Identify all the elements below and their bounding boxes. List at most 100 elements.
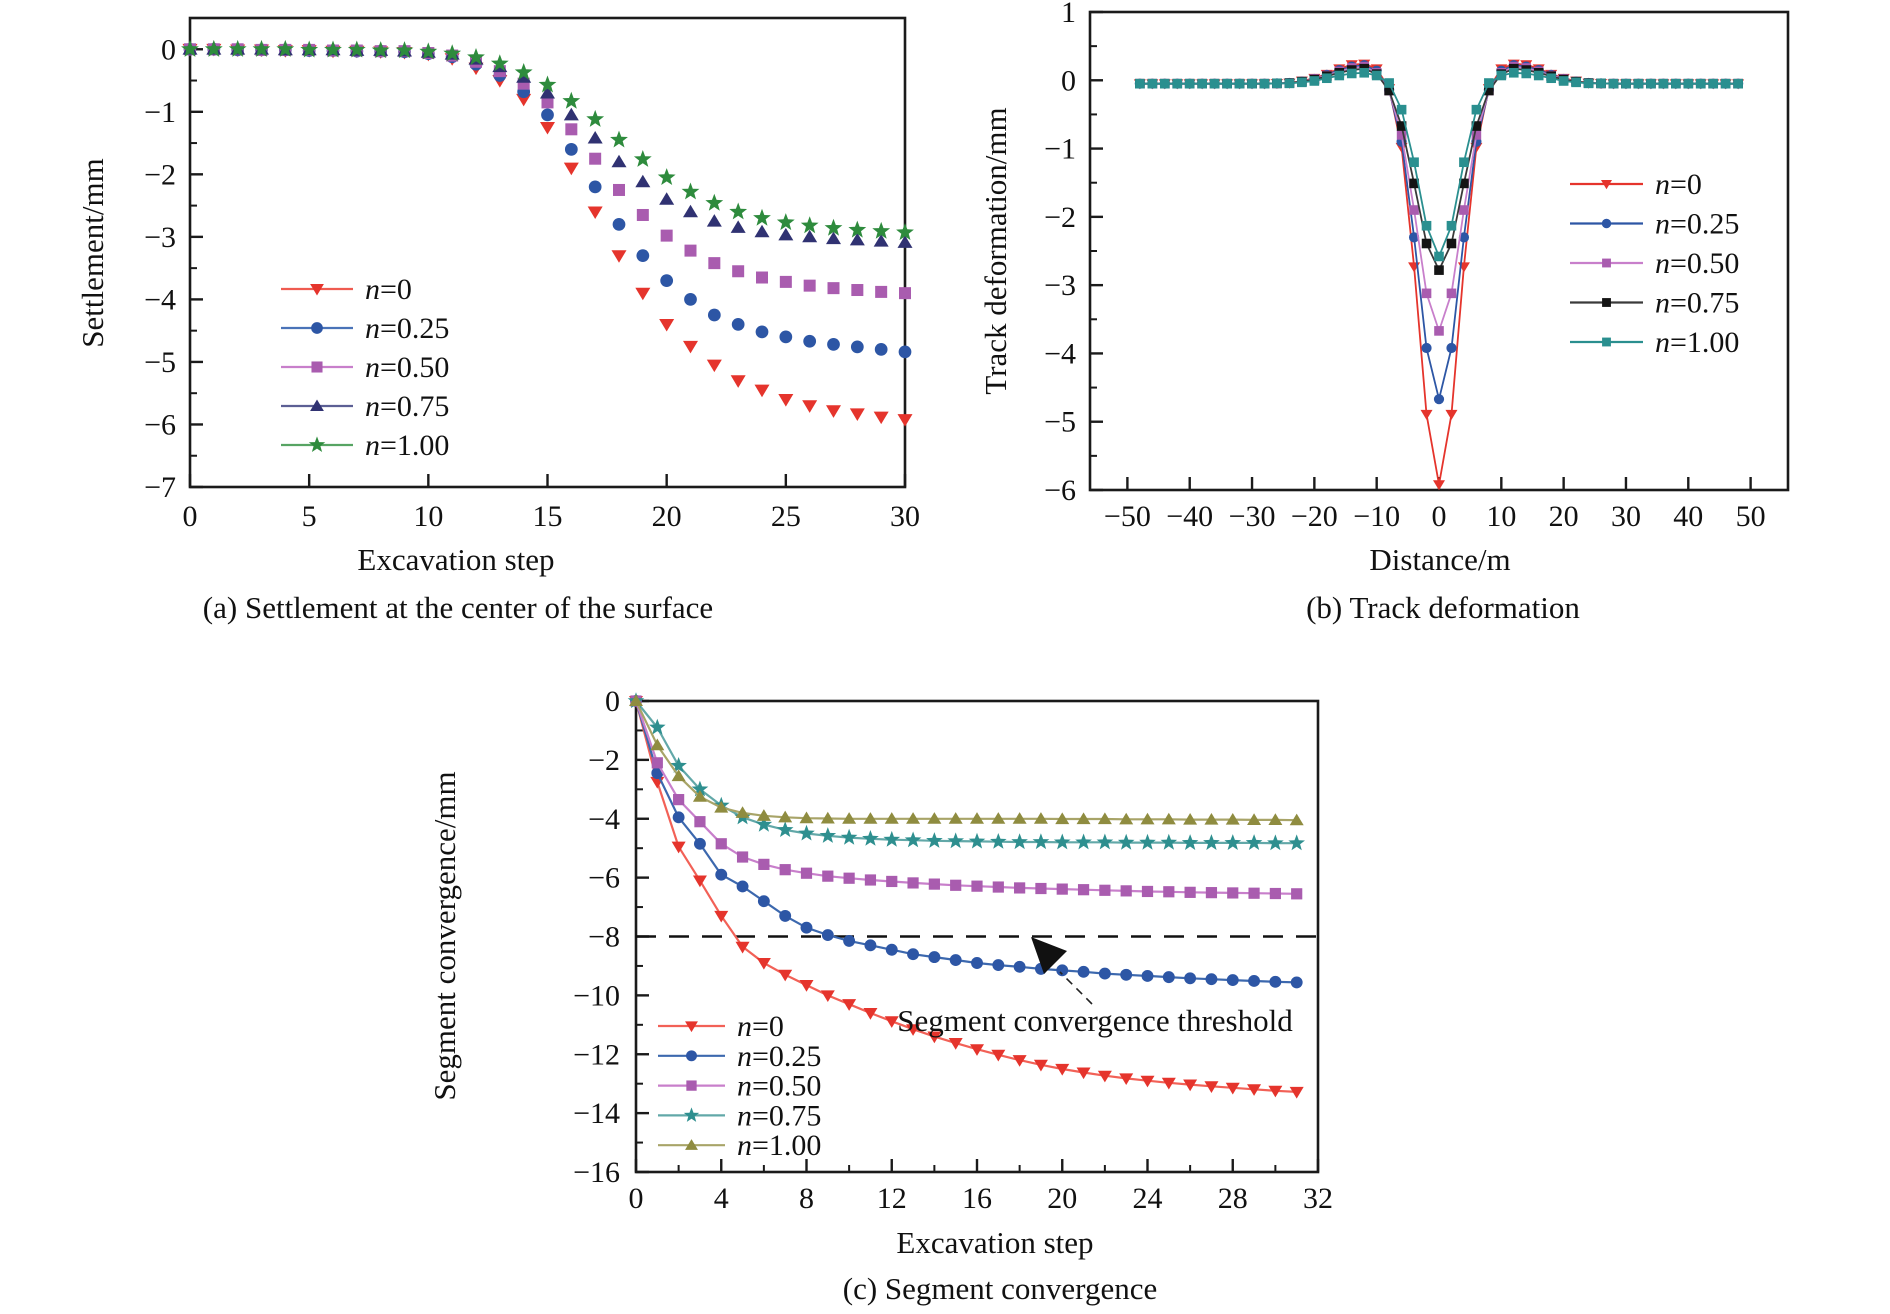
data-marker xyxy=(613,183,625,196)
data-marker xyxy=(276,39,295,57)
data-marker xyxy=(1096,833,1114,850)
chart-b-x-axis-label: Distance/m xyxy=(1369,542,1510,577)
data-marker xyxy=(883,830,901,847)
chart-c-caption: (c) Segment convergence xyxy=(843,1271,1157,1306)
legend: n=0n=0.25n=0.50n=0.75n=1.00 xyxy=(658,1010,821,1162)
data-marker xyxy=(1459,157,1469,168)
x-tick-label: −40 xyxy=(1166,500,1213,533)
y-tick-label: −2 xyxy=(588,744,620,777)
y-tick-label: −6 xyxy=(144,408,176,441)
data-marker xyxy=(992,881,1004,893)
data-marker xyxy=(347,40,366,58)
data-marker xyxy=(927,1031,942,1044)
data-marker xyxy=(693,837,706,850)
data-marker xyxy=(1720,78,1731,89)
y-tick-label: 0 xyxy=(161,33,176,66)
legend-item-label: n=0 xyxy=(737,1010,784,1043)
data-marker xyxy=(843,872,855,884)
data-marker xyxy=(516,70,532,83)
data-marker xyxy=(1222,78,1232,89)
data-marker xyxy=(755,815,773,832)
data-marker xyxy=(1225,812,1240,825)
data-marker xyxy=(864,939,877,952)
data-marker xyxy=(1421,342,1432,354)
data-marker xyxy=(1446,220,1457,231)
series-n050 xyxy=(1135,61,1743,336)
data-marker xyxy=(736,880,749,893)
data-marker xyxy=(1284,78,1295,89)
legend-item: n=1.00 xyxy=(658,1129,821,1162)
data-marker xyxy=(1496,70,1507,81)
data-marker xyxy=(1184,972,1197,985)
data-marker xyxy=(884,812,899,824)
data-marker xyxy=(755,325,769,339)
data-marker xyxy=(907,948,920,961)
series-n025 xyxy=(1134,60,1744,405)
data-marker xyxy=(1075,833,1092,850)
chart-b-y-axis-label: Track deformation/mm xyxy=(978,107,1013,394)
series-line xyxy=(1139,64,1739,401)
data-marker xyxy=(1471,104,1482,115)
chart-c-plot: 0 4 8 12 16 20 24 28 320−2−4−6−8−10−12−14−16n=0n… xyxy=(573,685,1333,1215)
data-marker xyxy=(1097,1070,1112,1083)
data-marker xyxy=(1204,1081,1219,1093)
data-marker xyxy=(906,1024,921,1036)
data-marker xyxy=(1309,76,1320,86)
y-tick-label: −1 xyxy=(1044,133,1076,166)
x-tick-label: 50 xyxy=(1736,500,1766,533)
series-n075 xyxy=(1135,63,1743,275)
series-n100 xyxy=(629,694,1304,826)
data-marker xyxy=(826,405,841,418)
data-marker xyxy=(1608,78,1619,89)
data-marker xyxy=(1184,78,1195,89)
data-marker xyxy=(948,812,963,824)
data-marker xyxy=(1077,884,1090,896)
legend-item-label: n=0.25 xyxy=(737,1040,821,1073)
data-marker xyxy=(1434,265,1444,275)
data-marker xyxy=(803,279,816,292)
x-tick-label: 28 xyxy=(1218,1182,1248,1215)
legend-item: n=0.75 xyxy=(658,1099,821,1132)
data-marker xyxy=(324,40,342,58)
data-marker xyxy=(842,812,857,824)
data-marker xyxy=(1032,833,1050,850)
data-marker xyxy=(1163,886,1175,898)
data-marker xyxy=(820,990,835,1003)
data-marker xyxy=(1141,969,1154,982)
data-marker xyxy=(779,909,792,922)
data-marker xyxy=(1259,78,1270,89)
data-marker xyxy=(1181,834,1199,850)
data-marker xyxy=(840,828,858,845)
data-marker xyxy=(1055,812,1070,825)
data-marker xyxy=(692,875,707,888)
data-marker xyxy=(1446,288,1457,299)
chart-b-plot: −50 −40 −30 −20 −10 0 10 20 30 40 5010−1−2−3−4−5−6… xyxy=(1044,0,1790,533)
data-marker xyxy=(705,193,724,211)
data-marker xyxy=(714,910,729,923)
threshold-annotation-label: Segment convergence threshold xyxy=(897,1003,1293,1038)
data-marker xyxy=(820,811,835,824)
y-tick-label: −12 xyxy=(573,1038,620,1071)
chart-a-plot: 0 5 10 15 20 25 30 0 −1 −2 −3 −4 −5 −6 −7 n=0 n=0.25 n=0.… xyxy=(144,16,920,533)
data-marker xyxy=(565,123,578,136)
legend-item-label: n=0.50 xyxy=(1655,247,1739,280)
data-marker xyxy=(799,811,814,824)
data-marker xyxy=(541,96,554,109)
series-line xyxy=(634,700,1297,895)
data-marker xyxy=(660,229,673,242)
data-marker xyxy=(635,174,651,188)
data-marker xyxy=(1140,1075,1155,1088)
legend-item-label: n=0.75 xyxy=(737,1099,821,1132)
data-marker xyxy=(1484,85,1494,96)
data-marker xyxy=(1141,885,1154,898)
data-marker xyxy=(1289,1086,1304,1099)
data-marker xyxy=(1267,834,1284,851)
data-marker xyxy=(683,1107,700,1122)
data-marker xyxy=(1161,812,1176,825)
data-marker xyxy=(990,833,1007,849)
y-tick-label: −5 xyxy=(1044,406,1076,439)
data-marker xyxy=(610,130,628,148)
data-marker xyxy=(1234,78,1245,89)
data-marker xyxy=(672,811,685,824)
